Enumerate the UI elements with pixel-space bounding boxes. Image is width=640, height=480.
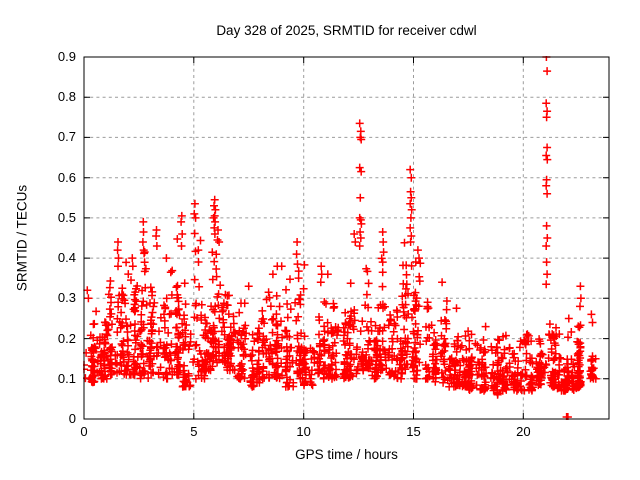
plot-border bbox=[83, 56, 610, 420]
chart-title: Day 328 of 2025, SRMTID for receiver cdw… bbox=[216, 23, 477, 38]
x-tick-label: 10 bbox=[296, 424, 311, 439]
y-tick-label: 0.6 bbox=[57, 169, 76, 185]
x-tick-label: 20 bbox=[516, 424, 531, 439]
y-tick-label: 0.7 bbox=[57, 129, 76, 145]
y-tick-label: 0.8 bbox=[57, 89, 76, 105]
x-tick-label: 15 bbox=[406, 424, 421, 439]
x-tick-label: 5 bbox=[190, 424, 198, 439]
x-tick-label: 0 bbox=[80, 424, 88, 439]
y-tick-label: 0.4 bbox=[57, 250, 76, 266]
y-tick-label: 0.3 bbox=[57, 290, 76, 306]
y-tick-label: 0.1 bbox=[57, 370, 76, 386]
x-axis-label: GPS time / hours bbox=[295, 447, 398, 462]
y-tick-label: 0.9 bbox=[57, 49, 76, 64]
y-tick-label: 0 bbox=[68, 411, 76, 426]
y-tick-label: 0.2 bbox=[57, 330, 76, 346]
y-tick-label: 0.5 bbox=[57, 209, 76, 225]
data-points bbox=[83, 56, 600, 420]
